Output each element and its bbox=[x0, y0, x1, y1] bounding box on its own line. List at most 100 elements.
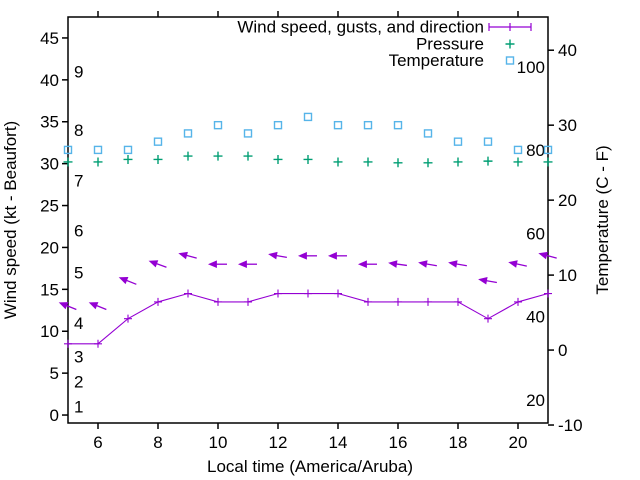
wind-speed-tick-label: 30 bbox=[40, 155, 59, 174]
wind-speed-tick-label: 45 bbox=[40, 29, 59, 48]
beaufort-scale-label: 3 bbox=[74, 347, 83, 366]
gust-direction-arrow bbox=[327, 252, 347, 260]
gust-direction-arrow bbox=[357, 260, 377, 269]
wind-speed-tick-label: 40 bbox=[40, 71, 59, 90]
pressure-point bbox=[423, 158, 433, 168]
beaufort-scale-label: 8 bbox=[74, 121, 83, 140]
pressure-point bbox=[213, 151, 223, 161]
temperature-point bbox=[243, 129, 253, 138]
gust-direction-arrow bbox=[478, 277, 497, 285]
wind-speed-tick-label: 10 bbox=[40, 322, 59, 341]
gust-direction-arrow bbox=[268, 251, 287, 260]
beaufort-scale-label: 7 bbox=[74, 171, 83, 190]
temperature-point bbox=[423, 129, 433, 138]
wind-speed-point bbox=[304, 289, 312, 298]
celsius-tick-label: -10 bbox=[558, 416, 583, 435]
wind-speed-tick-label: 25 bbox=[40, 197, 59, 216]
celsius-tick-label: 20 bbox=[558, 191, 577, 210]
wind-speed-point bbox=[514, 297, 522, 306]
pressure-point bbox=[123, 154, 133, 164]
gust-arrow-head bbox=[148, 260, 159, 268]
pressure-point bbox=[303, 154, 313, 164]
gust-arrow-head bbox=[508, 260, 518, 268]
gust-arrow-head bbox=[58, 302, 69, 310]
x-tick-label: 10 bbox=[209, 433, 228, 452]
gust-arrow-tail bbox=[425, 263, 437, 267]
x-tick-label: 6 bbox=[93, 433, 102, 452]
gust-arrow-tail bbox=[155, 262, 167, 268]
beaufort-scale-label: 9 bbox=[74, 62, 83, 81]
wind-speed-point bbox=[454, 297, 462, 306]
beaufort-scale-label: 5 bbox=[74, 264, 83, 283]
wind-speed-line bbox=[68, 292, 549, 345]
wind-speed-point bbox=[484, 314, 492, 323]
wind-speed-tick-label: 0 bbox=[50, 406, 59, 425]
temperature-point bbox=[483, 137, 493, 146]
wind-speed-point bbox=[94, 339, 102, 348]
gust-arrow-head bbox=[88, 302, 99, 310]
x-tick-label: 18 bbox=[449, 433, 468, 452]
wind-speed-point bbox=[424, 297, 432, 306]
temperature-point bbox=[63, 145, 73, 155]
gust-direction-arrow bbox=[118, 277, 137, 285]
temperature-point bbox=[513, 145, 523, 155]
gust-direction-arrow bbox=[297, 252, 317, 260]
wind-speed-point bbox=[244, 297, 252, 306]
wind-speed-point bbox=[274, 289, 282, 298]
temperature-point bbox=[363, 120, 373, 130]
celsius-tick-label: 0 bbox=[558, 341, 567, 360]
gust-arrow-head bbox=[448, 260, 458, 268]
gust-direction-arrow bbox=[88, 302, 107, 311]
celsius-tick-label: 10 bbox=[558, 266, 577, 285]
wind-speed-point bbox=[64, 339, 72, 348]
pressure-point bbox=[153, 154, 163, 164]
temperature-point bbox=[453, 137, 463, 146]
pressure-point bbox=[543, 157, 553, 167]
wind-speed-point bbox=[334, 289, 342, 298]
x-tick-label: 16 bbox=[389, 433, 408, 452]
wind-speed-point bbox=[394, 297, 402, 306]
wind-speed-tick-label: 20 bbox=[40, 238, 59, 257]
x-tick-label: 8 bbox=[153, 433, 162, 452]
gust-direction-arrow bbox=[237, 260, 257, 269]
legend-sample-windline bbox=[488, 23, 532, 31]
temperature-point bbox=[153, 137, 163, 146]
temperature-point bbox=[93, 145, 103, 155]
gust-arrow-tail bbox=[125, 279, 137, 285]
temperature-point bbox=[303, 112, 313, 122]
gust-direction-arrow bbox=[148, 260, 167, 268]
gust-arrow-head bbox=[118, 277, 129, 285]
gust-arrow-tail bbox=[395, 263, 408, 267]
wind-speed-point bbox=[364, 297, 372, 306]
legend-label: Wind speed, gusts, and direction bbox=[237, 18, 484, 37]
pressure-point bbox=[393, 158, 403, 168]
gust-arrow-head bbox=[418, 260, 428, 268]
fahrenheit-scale-label: 40 bbox=[526, 308, 545, 327]
fahrenheit-scale-label: 60 bbox=[526, 224, 545, 243]
temperature-point bbox=[273, 120, 283, 130]
gust-arrow-tail bbox=[485, 279, 497, 284]
gust-arrow-tail bbox=[185, 254, 197, 259]
wind-speed-tick-label: 5 bbox=[50, 364, 59, 383]
pressure-point bbox=[483, 156, 493, 166]
temperature-point bbox=[393, 120, 403, 130]
wind-speed-point bbox=[154, 297, 162, 306]
legend-label: Temperature bbox=[389, 51, 484, 70]
wind-speed-point bbox=[184, 289, 192, 298]
gust-arrow-head bbox=[297, 252, 307, 260]
temperature-point bbox=[213, 120, 223, 130]
temperature-point bbox=[183, 129, 193, 138]
gust-arrow-head bbox=[538, 251, 548, 260]
legend-sample-pressure bbox=[505, 39, 515, 49]
wind-speed-point bbox=[124, 314, 132, 323]
x-axis-title: Local time (America/Aruba) bbox=[207, 457, 413, 476]
fahrenheit-scale-label: 100 bbox=[517, 58, 545, 77]
gust-arrow-tail bbox=[455, 263, 467, 267]
beaufort-scale-label: 4 bbox=[74, 314, 83, 333]
legend-label: Pressure bbox=[416, 35, 484, 54]
celsius-tick-label: 40 bbox=[558, 41, 577, 60]
gust-arrow-head bbox=[327, 252, 337, 260]
gust-direction-arrow bbox=[448, 260, 467, 268]
temperature-point bbox=[333, 120, 343, 130]
x-tick-label: 12 bbox=[269, 433, 288, 452]
